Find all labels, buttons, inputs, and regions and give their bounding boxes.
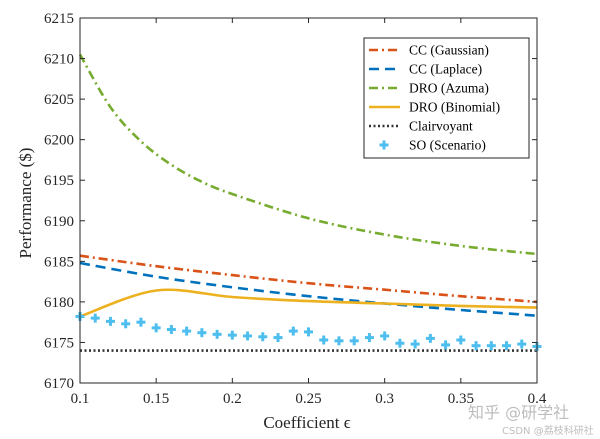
x-tick-label: 0.1 — [71, 391, 90, 407]
x-tick-label: 0.3 — [375, 391, 394, 407]
x-tick-label: 0.2 — [223, 391, 242, 407]
x-tick-label: 0.35 — [448, 391, 474, 407]
legend-entry-cc-laplace: CC (Laplace) — [369, 62, 482, 77]
series-so-scenario — [75, 311, 542, 351]
legend-marker-so-scenario — [379, 140, 389, 150]
data-point-so-scenario — [410, 339, 420, 349]
legend-entry-dro-azuma: DRO (Azuma) — [369, 81, 489, 96]
legend-entry-so-scenario: SO (Scenario) — [379, 138, 486, 153]
y-tick-label: 6180 — [44, 295, 74, 311]
data-point-so-scenario — [380, 331, 390, 341]
legend-entry-dro-binomial: DRO (Binomial) — [369, 100, 500, 115]
data-point-so-scenario — [273, 333, 283, 343]
watermark-sub: CSDN @荔枝科研社 — [502, 424, 594, 437]
data-point-so-scenario — [212, 329, 222, 339]
y-tick-label: 6200 — [44, 133, 74, 149]
legend-label-cc-laplace: CC (Laplace) — [409, 62, 482, 77]
legend-box — [363, 37, 530, 159]
data-point-so-scenario — [288, 326, 298, 336]
data-point-so-scenario — [121, 319, 131, 329]
data-point-so-scenario — [319, 335, 329, 345]
series-line-cc-laplace — [79, 261, 538, 317]
data-point-so-scenario — [349, 336, 359, 346]
data-point-so-scenario — [441, 340, 451, 350]
data-point-so-scenario — [334, 336, 344, 346]
data-point-so-scenario — [395, 338, 405, 348]
data-point-so-scenario — [197, 328, 207, 338]
x-axis-label: Coefficient ϵ — [263, 413, 350, 432]
legend-entry-clairvoyant: Clairvoyant — [369, 119, 473, 134]
y-axis-label: Performance ($) — [16, 148, 35, 259]
y-tick-label: 6175 — [44, 335, 74, 351]
data-point-so-scenario — [502, 341, 512, 351]
legend-label-dro-binomial: DRO (Binomial) — [409, 100, 500, 115]
axes: 0.1 0.15 0.2 0.25 0.3 0.35 0.4 6170 6175 6180 6185… — [44, 11, 547, 407]
y-tick-label: 6215 — [44, 11, 74, 27]
data-point-so-scenario — [425, 333, 435, 343]
watermark-main: 知乎 @研学社 — [468, 403, 569, 422]
data-point-so-scenario — [486, 341, 496, 351]
y-tick-label: 6170 — [44, 376, 74, 392]
x-tick-label: 0.15 — [143, 391, 169, 407]
data-point-so-scenario — [182, 326, 192, 336]
y-tick-label: 6185 — [44, 254, 74, 270]
plot-area — [75, 53, 542, 352]
data-point-so-scenario — [105, 316, 115, 326]
legend-label-so-scenario: SO (Scenario) — [409, 138, 486, 153]
y-tick-label: 6190 — [44, 214, 74, 230]
data-point-so-scenario — [227, 330, 237, 340]
data-point-so-scenario — [166, 324, 176, 334]
legend-label-cc-gaussian: CC (Gaussian) — [409, 43, 489, 58]
data-point-so-scenario — [136, 317, 146, 327]
y-tick-label: 6205 — [44, 92, 74, 108]
data-point-so-scenario — [304, 327, 313, 337]
data-point-so-scenario — [243, 331, 253, 341]
legend-label-clairvoyant: Clairvoyant — [409, 119, 473, 134]
legend-entry-cc-gaussian: CC (Gaussian) — [369, 43, 489, 58]
data-point-so-scenario — [90, 313, 100, 323]
x-tick-label: 0.4 — [528, 391, 547, 407]
y-tick-label: 6210 — [44, 52, 74, 68]
x-tick-label: 0.25 — [295, 391, 321, 407]
data-point-so-scenario — [471, 341, 481, 351]
series-line-cc-gaussian — [79, 254, 538, 304]
y-tick-label: 6195 — [44, 173, 74, 189]
data-point-so-scenario — [456, 335, 466, 345]
data-point-so-scenario — [151, 323, 161, 333]
series-line-dro-binomial — [79, 288, 538, 318]
legend: CC (Gaussian) CC (Laplace) DRO (Azuma) DRO … — [363, 37, 530, 159]
data-point-so-scenario — [364, 333, 374, 343]
data-point-so-scenario — [517, 339, 527, 349]
legend-label-dro-azuma: DRO (Azuma) — [409, 81, 489, 96]
data-point-so-scenario — [258, 332, 268, 342]
